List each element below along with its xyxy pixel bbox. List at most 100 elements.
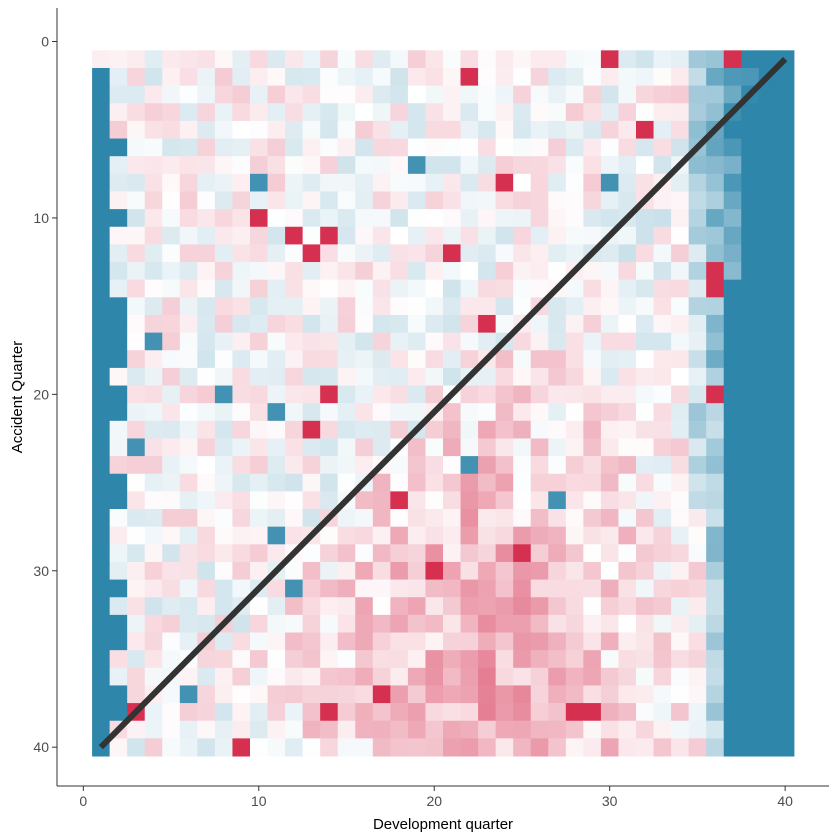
- heatmap-cell: [425, 473, 444, 492]
- heatmap-cell: [600, 667, 619, 686]
- heatmap-cell: [407, 667, 426, 686]
- heatmap-cell: [776, 526, 795, 545]
- heatmap-cell: [706, 473, 725, 492]
- heatmap-cell: [653, 579, 672, 598]
- heatmap-cell: [197, 85, 216, 104]
- heatmap-cell: [460, 403, 479, 422]
- heatmap-cell: [162, 456, 181, 475]
- heatmap-cell: [179, 509, 198, 528]
- heatmap-cell: [443, 332, 462, 351]
- heatmap-cell: [653, 332, 672, 351]
- heatmap-cell: [723, 262, 742, 281]
- heatmap-cell: [723, 632, 742, 651]
- heatmap-cell: [144, 50, 163, 69]
- heatmap-cell: [495, 685, 514, 704]
- heatmap-cell: [706, 650, 725, 669]
- heatmap-cell: [285, 156, 304, 175]
- heatmap-cell: [723, 579, 742, 598]
- heatmap-cell: [162, 244, 181, 263]
- heatmap-cell: [671, 650, 690, 669]
- heatmap-cell: [320, 50, 339, 69]
- heatmap-cell: [495, 703, 514, 722]
- heatmap-cell: [583, 738, 602, 757]
- heatmap-cell: [109, 703, 128, 722]
- heatmap-cell: [214, 262, 233, 281]
- heatmap-cell: [671, 561, 690, 581]
- heatmap-cell: [285, 738, 304, 757]
- heatmap-cell: [513, 703, 532, 722]
- heatmap-cell: [162, 579, 181, 598]
- heatmap-cell: [232, 579, 251, 598]
- heatmap-cell: [600, 120, 619, 140]
- heatmap-cell: [109, 279, 128, 298]
- heatmap-cell: [723, 120, 742, 140]
- heatmap-cell: [600, 385, 619, 404]
- heatmap-cell: [302, 579, 321, 598]
- heatmap-cell: [320, 456, 339, 475]
- heatmap-cell: [92, 226, 111, 245]
- heatmap-cell: [320, 403, 339, 422]
- heatmap-cell: [478, 579, 497, 598]
- heatmap-cell: [372, 579, 391, 598]
- heatmap-cell: [337, 438, 356, 457]
- heatmap-cell: [285, 685, 304, 704]
- heatmap-cell: [565, 156, 584, 175]
- heatmap-cell: [109, 85, 128, 104]
- heatmap-cell: [372, 403, 391, 422]
- heatmap-cell: [127, 614, 146, 634]
- heatmap-cell: [320, 526, 339, 545]
- heatmap-cell: [565, 244, 584, 263]
- heatmap-cell: [302, 314, 321, 334]
- heatmap-cell: [706, 314, 725, 334]
- heatmap-cell: [407, 367, 426, 387]
- heatmap-cell: [495, 650, 514, 669]
- heatmap-cell: [565, 526, 584, 545]
- heatmap-cell: [636, 403, 655, 422]
- heatmap-cell: [144, 703, 163, 722]
- heatmap-cell: [653, 85, 672, 104]
- heatmap-cell: [232, 420, 251, 439]
- heatmap-cell: [127, 50, 146, 69]
- heatmap-cell: [407, 738, 426, 757]
- heatmap-cell: [144, 473, 163, 492]
- heatmap-cell: [741, 332, 760, 351]
- heatmap-cell: [600, 67, 619, 87]
- heatmap-cell: [302, 244, 321, 263]
- heatmap-cell: [92, 650, 111, 669]
- heatmap-cell: [583, 579, 602, 598]
- heatmap-cell: [355, 403, 374, 422]
- heatmap-cell: [530, 456, 549, 475]
- heatmap-cell: [758, 544, 777, 563]
- heatmap-cell: [214, 103, 233, 122]
- heatmap-cell: [320, 667, 339, 686]
- heatmap-cell: [144, 332, 163, 351]
- heatmap-cell: [758, 173, 777, 192]
- heatmap-cell: [565, 667, 584, 686]
- heatmap-cell: [355, 544, 374, 563]
- heatmap-cell: [688, 173, 707, 192]
- heatmap-cell: [513, 614, 532, 634]
- heatmap-cell: [355, 191, 374, 210]
- heatmap-cell: [513, 509, 532, 528]
- heatmap-cell: [390, 526, 409, 545]
- heatmap-cell: [214, 191, 233, 210]
- heatmap-cell: [653, 314, 672, 334]
- heatmap-cell: [530, 632, 549, 651]
- heatmap-cell: [653, 438, 672, 457]
- heatmap-cell: [530, 332, 549, 351]
- heatmap-cell: [390, 544, 409, 563]
- heatmap-cell: [776, 173, 795, 192]
- heatmap-cell: [495, 120, 514, 140]
- heatmap-cell: [653, 544, 672, 563]
- heatmap-cell: [267, 703, 286, 722]
- heatmap-cell: [478, 703, 497, 722]
- heatmap-cell: [583, 456, 602, 475]
- heatmap-cell: [197, 385, 216, 404]
- heatmap-cell: [776, 720, 795, 739]
- heatmap-cell: [302, 597, 321, 616]
- heatmap-cell: [443, 473, 462, 492]
- heatmap-cell: [688, 367, 707, 387]
- heatmap-cell: [478, 526, 497, 545]
- heatmap-cell: [741, 438, 760, 457]
- heatmap-cell: [671, 191, 690, 210]
